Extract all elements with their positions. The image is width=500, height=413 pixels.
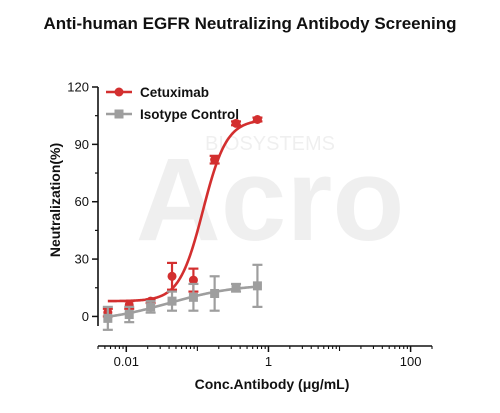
data-point bbox=[188, 275, 198, 285]
chart-title: Anti-human EGFR Neutralizing Antibody Sc… bbox=[43, 14, 457, 33]
legend-label: Isotype Control bbox=[140, 107, 239, 122]
legend-label: Cetuximab bbox=[140, 85, 209, 100]
legend: Cetuximab Isotype Control bbox=[106, 85, 239, 122]
data-point bbox=[231, 283, 241, 293]
watermark: Acro BIOSYSTEMS bbox=[136, 133, 405, 266]
legend-item: Isotype Control bbox=[106, 107, 239, 122]
legend-item: Cetuximab bbox=[106, 85, 209, 100]
y-axis-label: Neutralization(%) bbox=[47, 143, 63, 257]
x-tick-label: 100 bbox=[400, 354, 422, 369]
y-tick-label: 0 bbox=[82, 309, 89, 324]
plot-area bbox=[102, 115, 263, 331]
y-tick-label: 30 bbox=[75, 252, 89, 267]
data-point bbox=[231, 118, 241, 128]
legend-marker bbox=[114, 87, 124, 97]
legend-marker bbox=[114, 109, 124, 119]
data-point bbox=[146, 302, 156, 312]
y-tick-label: 90 bbox=[75, 137, 89, 152]
x-tick-label: 0.01 bbox=[114, 354, 139, 369]
y-tick-label: 120 bbox=[67, 80, 89, 95]
x-axis-label: Conc.Antibody (μg/mL) bbox=[195, 376, 350, 392]
data-point bbox=[103, 313, 113, 323]
data-point bbox=[188, 292, 198, 302]
watermark-logo: Acro bbox=[136, 134, 405, 266]
series-isotype-control bbox=[102, 263, 263, 331]
data-point bbox=[167, 271, 177, 281]
watermark-subtext: BIOSYSTEMS bbox=[205, 133, 335, 155]
x-tick-label: 1 bbox=[265, 354, 272, 369]
data-point bbox=[167, 296, 177, 306]
y-tick-label: 60 bbox=[75, 194, 89, 209]
data-point bbox=[124, 310, 134, 320]
data-point bbox=[252, 115, 262, 125]
data-point bbox=[210, 155, 220, 165]
data-point bbox=[210, 288, 220, 298]
axes: 0 30 60 90 120 0.01 1 100 bbox=[67, 80, 433, 369]
data-point bbox=[252, 281, 262, 291]
